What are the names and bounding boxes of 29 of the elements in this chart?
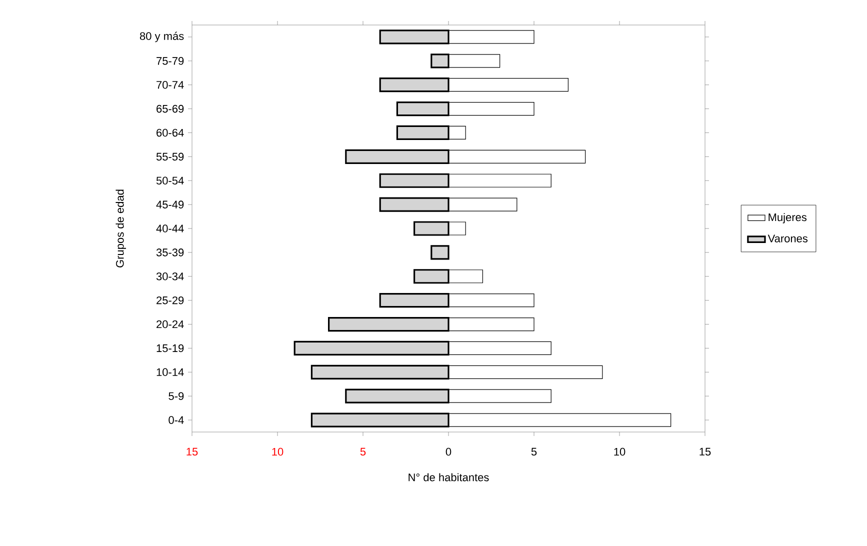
y-tick-label: 40-44 (156, 224, 184, 232)
x-tick-label: 5 (531, 448, 537, 456)
y-tick-label: 50-54 (156, 176, 184, 185)
y-tick-label: 30-34 (156, 272, 184, 280)
legend-label: Varones (768, 234, 808, 242)
x-tick-label: 5 (360, 448, 366, 456)
x-axis-title: N° de habitantes (408, 473, 489, 482)
y-axis-title: Grupos de edad (116, 190, 126, 268)
y-tick-label: 75-79 (156, 57, 184, 65)
y-tick-label: 5-9 (168, 392, 184, 400)
y-tick-label: 25-29 (156, 296, 184, 304)
y-tick-label: 80 y más (140, 32, 184, 42)
y-tick-label: 45-49 (156, 200, 184, 208)
y-tick-label: 35-39 (156, 248, 184, 256)
x-tick-label: 10 (272, 448, 284, 456)
y-tick-label: 20-24 (156, 320, 184, 328)
x-tick-label: 10 (614, 448, 626, 456)
y-tick-label: 70-74 (156, 80, 184, 89)
x-tick-label: 15 (186, 448, 198, 456)
y-tick-label: 0-4 (168, 416, 184, 424)
y-tick-label: 60-64 (156, 128, 184, 137)
y-tick-label: 65-69 (156, 104, 184, 113)
x-tick-label: 15 (700, 448, 711, 456)
y-tick-label: 55-59 (156, 152, 184, 161)
bar (430, 245, 450, 260)
y-tick-label: 15-19 (156, 344, 184, 352)
y-tick-label: 10-14 (156, 368, 184, 376)
legend-label: Mujeres (768, 213, 807, 224)
x-tick-label: 0 (446, 448, 452, 456)
